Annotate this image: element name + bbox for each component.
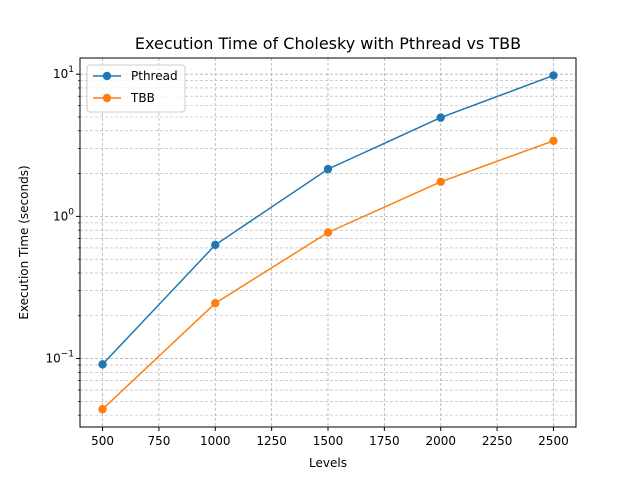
data-point-tbb	[549, 136, 558, 146]
x-tick-label: 750	[147, 434, 170, 448]
x-axis-label: Levels	[309, 456, 347, 470]
y-axis-ticks: 10−1 100 101	[45, 65, 80, 416]
chart-title: Execution Time of Cholesky with Pthread …	[135, 34, 521, 53]
data-point-tbb	[211, 299, 220, 308]
data-point-pthread	[436, 113, 445, 122]
data-point-pthread	[323, 164, 333, 174]
legend: Pthread TBB	[86, 64, 186, 113]
x-tick-label: 2500	[538, 434, 569, 448]
data-point-pthread	[98, 360, 107, 369]
data-point-pthread	[211, 240, 220, 250]
x-tick-label: 2000	[425, 434, 456, 448]
x-tick-label: 500	[91, 434, 114, 448]
legend-label-tbb: TBB	[130, 91, 155, 105]
x-axis-ticks: 500 750 1000 1250 1500 1750 2000 2250 2500	[91, 427, 569, 448]
y-tick-label: 101	[53, 65, 74, 81]
data-point-tbb	[98, 405, 107, 414]
y-axis-label: Execution Time (seconds)	[17, 165, 31, 319]
legend-marker-tbb	[102, 93, 112, 103]
data-point-tbb	[436, 177, 445, 187]
y-tick-label: 10−1	[45, 350, 74, 366]
plot-series	[98, 71, 558, 414]
data-point-pthread	[549, 71, 558, 80]
x-tick-label: 1250	[256, 434, 287, 448]
legend-marker-pthread	[102, 71, 112, 81]
x-tick-label: 1000	[200, 434, 231, 448]
x-tick-label: 2250	[482, 434, 513, 448]
legend-label-pthread: Pthread	[131, 69, 178, 83]
x-tick-label: 1500	[313, 434, 344, 448]
x-tick-label: 1750	[369, 434, 400, 448]
y-tick-label: 100	[53, 207, 74, 223]
data-point-tbb	[323, 228, 333, 237]
